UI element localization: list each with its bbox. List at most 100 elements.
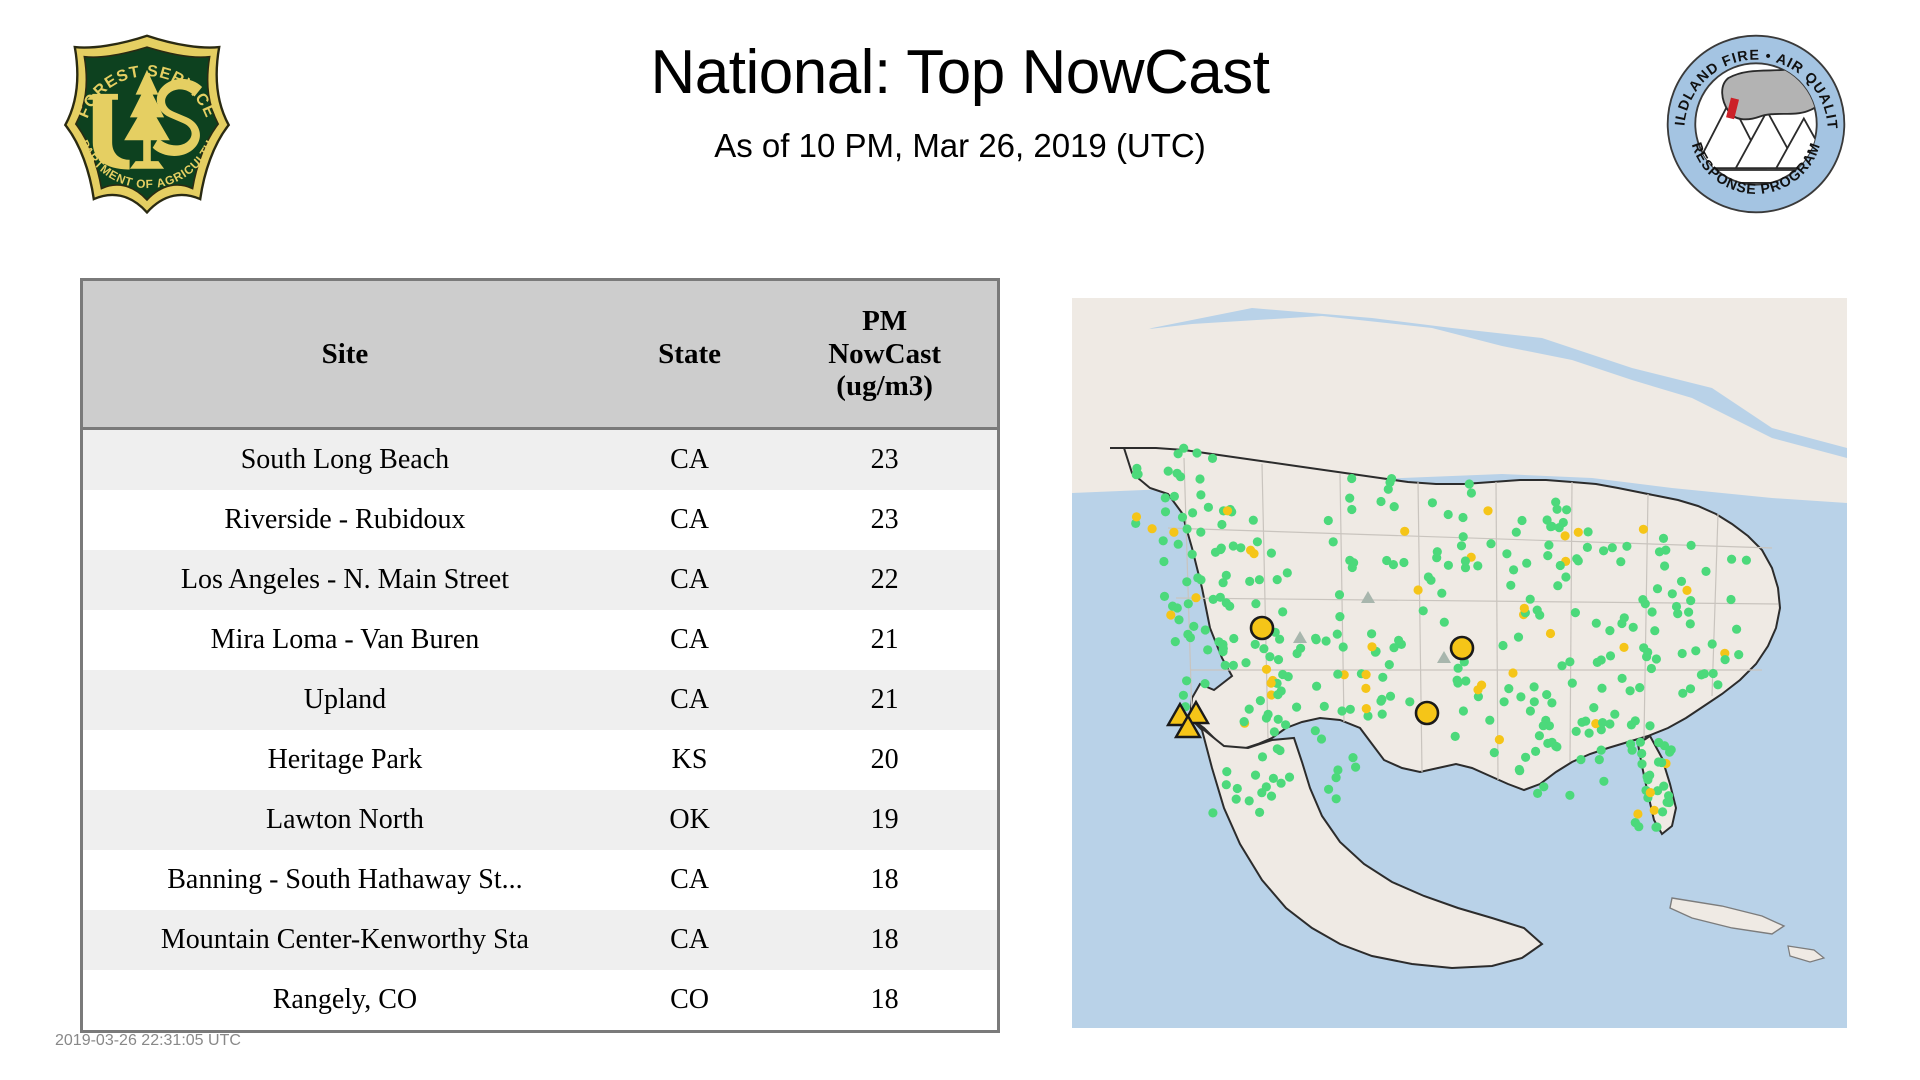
monitor-dot[interactable] bbox=[1169, 491, 1179, 501]
monitor-dot[interactable] bbox=[1183, 599, 1193, 609]
monitor-dot[interactable] bbox=[1499, 697, 1509, 707]
monitor-dot[interactable] bbox=[1266, 690, 1276, 700]
monitor-dot[interactable] bbox=[1513, 632, 1524, 642]
monitor-dot[interactable] bbox=[1561, 572, 1571, 582]
monitor-dot[interactable] bbox=[1635, 737, 1645, 747]
monitor-dot[interactable] bbox=[1173, 539, 1183, 549]
monitor-dot[interactable] bbox=[1221, 780, 1231, 790]
monitor-dot[interactable] bbox=[1519, 603, 1529, 613]
monitor-dot[interactable] bbox=[1464, 479, 1474, 489]
monitor-dot[interactable] bbox=[1191, 593, 1201, 603]
monitor-dot[interactable] bbox=[1266, 678, 1276, 688]
monitor-dot[interactable] bbox=[1221, 570, 1231, 580]
monitor-dot[interactable] bbox=[1713, 680, 1723, 690]
monitor-dot[interactable] bbox=[1400, 526, 1410, 536]
monitor-dot[interactable] bbox=[1195, 474, 1205, 484]
monitor-dot[interactable] bbox=[1394, 635, 1404, 645]
monitor-dot[interactable] bbox=[1676, 576, 1687, 586]
monitor-dot[interactable] bbox=[1333, 765, 1343, 775]
monitor-dot[interactable] bbox=[1266, 791, 1277, 801]
monitor-dot[interactable] bbox=[1630, 716, 1640, 726]
monitor-dot[interactable] bbox=[1132, 463, 1142, 473]
monitor-dot[interactable] bbox=[1334, 590, 1345, 600]
monitor-dot[interactable] bbox=[1261, 782, 1271, 792]
monitor-dot[interactable] bbox=[1534, 731, 1544, 741]
monitor-dot[interactable] bbox=[1196, 575, 1206, 585]
monitor-dot[interactable] bbox=[1732, 624, 1742, 634]
monitor-dot[interactable] bbox=[1625, 686, 1635, 696]
monitor-dot[interactable] bbox=[1376, 696, 1386, 706]
monitor-dot[interactable] bbox=[1275, 634, 1285, 644]
monitor-dot[interactable] bbox=[1229, 633, 1239, 644]
monitor-dot[interactable] bbox=[1565, 790, 1575, 800]
monitor-dot[interactable] bbox=[1667, 589, 1677, 599]
monitor-dot[interactable] bbox=[1589, 703, 1599, 713]
monitor-dot[interactable] bbox=[1543, 551, 1553, 561]
monitor-dot[interactable] bbox=[1616, 557, 1626, 567]
monitor-dot[interactable] bbox=[1473, 561, 1483, 571]
monitor-dot[interactable] bbox=[1158, 536, 1168, 546]
fire-triangle-marker[interactable] bbox=[1173, 713, 1203, 739]
column-header-state[interactable]: State bbox=[606, 278, 773, 430]
monitor-dot[interactable] bbox=[1203, 502, 1213, 512]
monitor-dot[interactable] bbox=[1584, 728, 1594, 738]
monitor-dot[interactable] bbox=[1461, 676, 1471, 686]
monitor-dot[interactable] bbox=[1489, 748, 1499, 758]
monitor-dot[interactable] bbox=[1251, 599, 1261, 609]
monitor-dot[interactable] bbox=[1605, 719, 1615, 729]
monitor-dot[interactable] bbox=[1159, 591, 1170, 601]
monitor-dot[interactable] bbox=[1278, 607, 1288, 617]
monitor-dot[interactable] bbox=[1282, 568, 1292, 578]
monitor-dot[interactable] bbox=[1720, 655, 1730, 665]
monitor-dot[interactable] bbox=[1203, 645, 1213, 655]
monitor-dot[interactable] bbox=[1246, 545, 1256, 555]
monitor-dot[interactable] bbox=[1405, 697, 1415, 707]
monitor-dot[interactable] bbox=[1178, 690, 1188, 700]
monitor-dot[interactable] bbox=[1252, 537, 1262, 547]
monitor-dot[interactable] bbox=[1726, 594, 1736, 605]
monitor-dot[interactable] bbox=[1511, 527, 1521, 537]
monitor-dot[interactable] bbox=[1338, 642, 1348, 652]
monitor-dot[interactable] bbox=[1269, 727, 1279, 737]
monitor-dot[interactable] bbox=[1514, 764, 1524, 775]
monitor-dot[interactable] bbox=[1426, 575, 1436, 585]
monitor-dot[interactable] bbox=[1701, 566, 1711, 576]
monitor-dot[interactable] bbox=[1348, 753, 1358, 763]
highlighted-monitor-marker[interactable] bbox=[1414, 700, 1440, 726]
monitor-dot[interactable] bbox=[1319, 701, 1329, 711]
monitor-dot[interactable] bbox=[1553, 581, 1563, 591]
monitor-dot[interactable] bbox=[1645, 770, 1655, 780]
monitor-dot[interactable] bbox=[1557, 661, 1567, 671]
monitor-dot[interactable] bbox=[1345, 704, 1355, 714]
monitor-dot[interactable] bbox=[1628, 622, 1638, 632]
monitor-dot[interactable] bbox=[1560, 531, 1570, 541]
monitor-dot[interactable] bbox=[1363, 711, 1373, 721]
monitor-dot[interactable] bbox=[1328, 537, 1338, 547]
monitor-dot[interactable] bbox=[1594, 755, 1604, 765]
monitor-dot[interactable] bbox=[1458, 706, 1468, 716]
monitor-dot[interactable] bbox=[1218, 643, 1228, 654]
monitor-dot[interactable] bbox=[1659, 781, 1669, 791]
monitor-dot[interactable] bbox=[1215, 592, 1225, 602]
monitor-dot[interactable] bbox=[1460, 563, 1471, 573]
monitor-dot[interactable] bbox=[1686, 540, 1696, 550]
monitor-dot[interactable] bbox=[1547, 521, 1557, 531]
monitor-dot[interactable] bbox=[1483, 506, 1493, 516]
monitor-dot[interactable] bbox=[1542, 515, 1552, 525]
monitor-dot[interactable] bbox=[1567, 678, 1577, 688]
monitor-dot[interactable] bbox=[1691, 646, 1701, 656]
monitor-dot[interactable] bbox=[1708, 668, 1718, 679]
monitor-dot[interactable] bbox=[1188, 508, 1198, 518]
monitor-dot[interactable] bbox=[1367, 629, 1377, 639]
monitor-dot[interactable] bbox=[1189, 621, 1199, 631]
monitor-dot[interactable] bbox=[1160, 493, 1170, 503]
monitor-dot[interactable] bbox=[1573, 527, 1583, 537]
monitor-dot[interactable] bbox=[1529, 682, 1539, 692]
monitor-dot[interactable] bbox=[1591, 618, 1601, 628]
monitor-dot[interactable] bbox=[1458, 532, 1468, 542]
monitor-dot[interactable] bbox=[1232, 783, 1242, 794]
monitor-dot[interactable] bbox=[1635, 683, 1645, 693]
monitor-dot[interactable] bbox=[1617, 618, 1627, 629]
monitor-dot[interactable] bbox=[1244, 704, 1254, 714]
monitor-dot[interactable] bbox=[1244, 796, 1254, 806]
